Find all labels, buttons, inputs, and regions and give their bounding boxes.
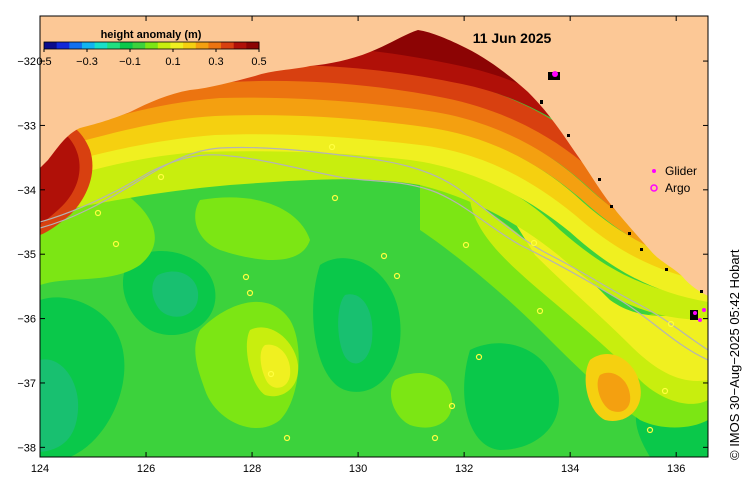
plot-frame xyxy=(39,15,709,458)
colorbar-swatch xyxy=(145,42,159,49)
colorbar-swatches xyxy=(44,42,260,49)
colorbar-swatch xyxy=(119,42,134,49)
colorbar-swatch xyxy=(107,42,121,49)
legend-label-argo: Argo xyxy=(665,181,691,195)
colorbar-tick-label: −0.3 xyxy=(76,56,98,68)
colorbar-swatch xyxy=(44,42,58,49)
x-tick-label: 126 xyxy=(137,463,155,475)
map-date-title: 11 Jun 2025 xyxy=(473,30,552,46)
y-tick-label: −36 xyxy=(17,314,36,326)
y-tick-label: −35 xyxy=(17,249,36,261)
y-axis: −32 −33 −34 −35 −36 −37 −38 xyxy=(17,56,708,454)
colorbar: height anomaly (m) 0.5 −0.3 −0.1 0.1 0.3 0.5 xyxy=(36,29,266,68)
colorbar-swatch xyxy=(183,42,197,49)
colorbar-swatch xyxy=(233,42,247,49)
anomaly-blob xyxy=(152,271,199,317)
glider-markers xyxy=(552,71,706,322)
anomaly-blob xyxy=(510,215,708,381)
y-tick-label: −34 xyxy=(17,185,36,197)
anomaly-band xyxy=(40,78,708,252)
colorbar-tick-label: 0.5 xyxy=(36,56,51,68)
colorbar-frame xyxy=(43,41,260,50)
colorbar-swatch xyxy=(157,42,171,49)
glider-legend-icon xyxy=(652,169,656,173)
map-field xyxy=(40,16,708,457)
x-tick-label: 124 xyxy=(31,463,49,475)
y-tick-label: −33 xyxy=(17,120,36,132)
colorbar-ticks: 0.5 −0.3 −0.1 0.1 0.3 0.5 xyxy=(36,49,267,68)
colorbar-tick-label: 0.1 xyxy=(165,56,180,68)
y-tick-label: −37 xyxy=(17,378,36,390)
argo-float-markers xyxy=(94,143,675,442)
x-axis: 124 126 128 130 132 134 136 xyxy=(31,16,685,475)
anomaly-blob xyxy=(40,359,79,452)
australia-landmass xyxy=(40,16,708,296)
x-tick-label: 136 xyxy=(667,463,685,475)
colorbar-swatch xyxy=(94,42,108,49)
colorbar-swatch xyxy=(221,42,235,49)
argo-legend-icon xyxy=(650,184,658,192)
anomaly-blob xyxy=(390,372,453,428)
colorbar-swatch xyxy=(246,42,260,49)
x-tick-label: 128 xyxy=(243,463,261,475)
anomaly-blob xyxy=(338,294,373,364)
colorbar-swatch xyxy=(132,42,146,49)
anomaly-blob xyxy=(464,343,559,450)
x-tick-label: 134 xyxy=(561,463,579,475)
anomaly-blob xyxy=(597,372,631,412)
anomaly-band xyxy=(40,94,708,266)
anomaly-blob xyxy=(195,197,310,260)
anomaly-band xyxy=(40,113,708,282)
imos-credit: © IMOS 30−Aug−2025 05:42 Hobart xyxy=(727,249,742,460)
colorbar-tick-label: −0.1 xyxy=(119,56,141,68)
colorbar-swatch xyxy=(195,42,209,49)
y-tick-label: −38 xyxy=(17,442,36,454)
colorbar-swatch xyxy=(56,42,70,49)
colorbar-swatch xyxy=(69,42,83,49)
colorbar-tick-label: 0.3 xyxy=(208,56,223,68)
marker-legend: Glider Argo xyxy=(650,164,697,195)
colorbar-title: height anomaly (m) xyxy=(101,29,202,41)
anomaly-blob xyxy=(260,344,291,388)
colorbar-tick-label: 0.5 xyxy=(251,56,266,68)
shelf-contour xyxy=(40,154,708,361)
x-tick-label: 132 xyxy=(455,463,473,475)
legend-label-glider: Glider xyxy=(665,164,697,178)
x-tick-label: 130 xyxy=(349,463,367,475)
colorbar-swatch xyxy=(170,42,184,49)
shelf-contour xyxy=(40,146,708,351)
colorbar-swatch xyxy=(208,42,222,49)
y-tick-label: −32 xyxy=(17,56,36,68)
colorbar-swatch xyxy=(81,42,96,49)
